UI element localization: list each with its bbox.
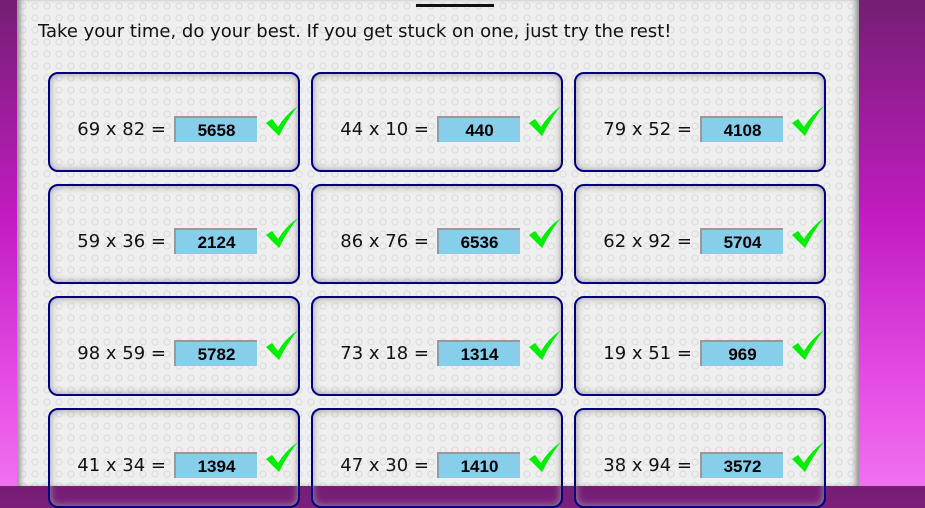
- answer-input[interactable]: 1394: [174, 452, 257, 478]
- answer-input[interactable]: 2124: [174, 228, 257, 254]
- problem-card: 98 x 59 = 5782: [48, 296, 300, 396]
- problem-card: 86 x 76 = 6536: [311, 184, 563, 284]
- check-icon: [266, 218, 298, 248]
- check-icon: [529, 442, 561, 472]
- question-text: 86 x 76 =: [340, 231, 429, 252]
- answer-input[interactable]: 440: [437, 116, 520, 142]
- check-icon: [792, 106, 824, 136]
- question-text: 62 x 92 =: [603, 231, 692, 252]
- problem-card: 19 x 51 = 969: [574, 296, 826, 396]
- answer-input[interactable]: 3572: [700, 452, 783, 478]
- question-text: 19 x 51 =: [603, 343, 692, 364]
- check-icon: [266, 106, 298, 136]
- check-icon: [529, 106, 561, 136]
- problem-card: 59 x 36 = 2124: [48, 184, 300, 284]
- question-text: 41 x 34 =: [77, 455, 166, 476]
- answer-input[interactable]: 5704: [700, 228, 783, 254]
- question-text: 69 x 82 =: [77, 119, 166, 140]
- answer-input[interactable]: 5782: [174, 340, 257, 366]
- question-text: 79 x 52 =: [603, 119, 692, 140]
- answer-input[interactable]: 969: [700, 340, 783, 366]
- check-icon: [529, 330, 561, 360]
- problem-card: 69 x 82 = 5658: [48, 72, 300, 172]
- answer-input[interactable]: 1410: [437, 452, 520, 478]
- problem-card: 73 x 18 = 1314: [311, 296, 563, 396]
- problem-card: 41 x 34 = 1394: [48, 408, 300, 508]
- question-text: 59 x 36 =: [77, 231, 166, 252]
- answer-input[interactable]: 4108: [700, 116, 783, 142]
- question-text: 47 x 30 =: [340, 455, 429, 476]
- answer-input[interactable]: 6536: [437, 228, 520, 254]
- check-icon: [266, 330, 298, 360]
- check-icon: [266, 442, 298, 472]
- question-text: 73 x 18 =: [340, 343, 429, 364]
- problem-card: 79 x 52 = 4108: [574, 72, 826, 172]
- check-icon: [792, 218, 824, 248]
- check-icon: [792, 442, 824, 472]
- problem-card: 38 x 94 = 3572: [574, 408, 826, 508]
- problem-card: 62 x 92 = 5704: [574, 184, 826, 284]
- top-button-edge[interactable]: [416, 0, 494, 7]
- question-text: 44 x 10 =: [340, 119, 429, 140]
- problem-card: 47 x 30 = 1410: [311, 408, 563, 508]
- instructions: Take your time, do your best. If you get…: [38, 21, 672, 42]
- answer-input[interactable]: 1314: [437, 340, 520, 366]
- answer-input[interactable]: 5658: [174, 116, 257, 142]
- check-icon: [529, 218, 561, 248]
- problem-card: 44 x 10 = 440: [311, 72, 563, 172]
- check-icon: [792, 330, 824, 360]
- question-text: 38 x 94 =: [603, 455, 692, 476]
- question-text: 98 x 59 =: [77, 343, 166, 364]
